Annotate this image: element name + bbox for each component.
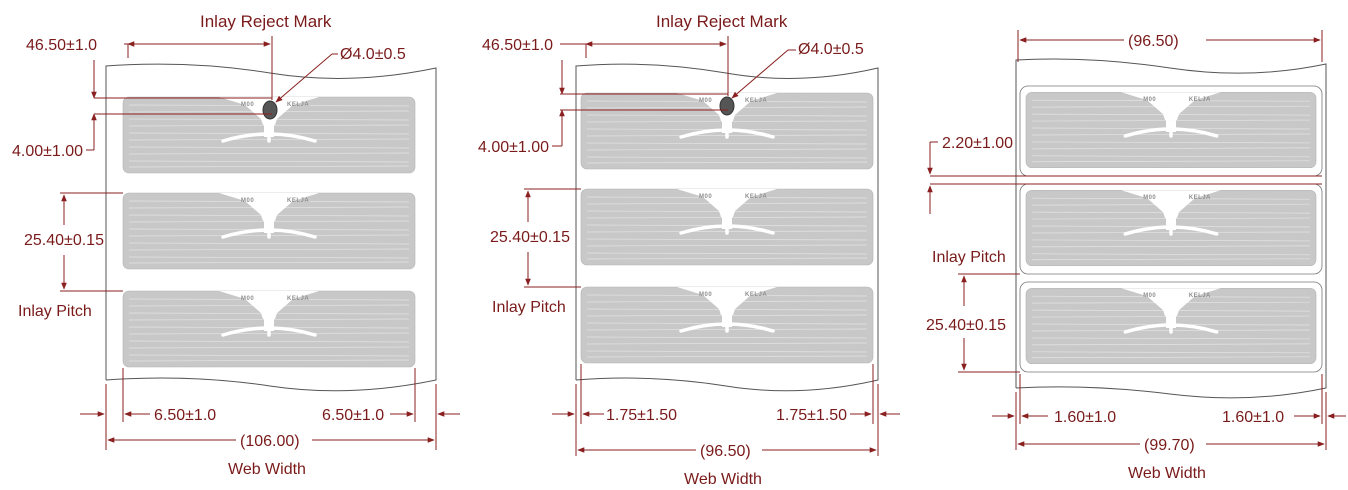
web-outline [1015,58,1327,399]
web-width-label: Web Width [1128,465,1206,482]
web-width-label: Web Width [228,461,306,478]
diagram-middle: Inlay Reject Mark 46.50±1.0 Ø4.0±0.5 4.0… [478,12,900,488]
reject-mark [719,96,735,116]
side-left-label: 1.75±1.50 [606,407,677,424]
side-right-label: 1.60±1.0 [1222,409,1284,426]
inlay-3 [121,289,417,369]
web-width-value: (106.00) [240,433,300,450]
side-right-label: 6.50±1.0 [322,407,384,424]
pitch-label: Inlay Pitch [932,249,1006,266]
web-outline [575,63,879,392]
mark-diameter-label: Ø4.0±0.5 [340,46,406,63]
side-left-label: 1.60±1.0 [1054,409,1116,426]
label-width-value: (96.50) [1128,33,1179,50]
reject-offset-label: 46.50±1.0 [482,37,553,54]
label-3 [1019,281,1323,373]
pitch-label: Inlay Pitch [18,303,92,320]
side-right-label: 1.75±1.50 [776,407,847,424]
label-gap-value: 2.20±1.00 [942,135,1013,152]
mark-diameter-label: Ø4.0±0.5 [798,41,864,58]
inlay-3 [1024,286,1318,366]
mark-gap-label: 4.00±1.00 [12,143,83,160]
inlay-2 [1024,188,1318,268]
web-width-label: Web Width [684,471,762,488]
pitch-value-label: 25.40±0.15 [926,317,1006,334]
inlay-1 [1024,90,1318,170]
side-left-label: 6.50±1.0 [154,407,216,424]
pitch-label: Inlay Pitch [492,299,566,316]
reject-mark-title: Inlay Reject Mark [656,12,788,31]
inlay-3 [579,285,875,365]
mark-gap-label: 4.00±1.00 [478,139,549,156]
web-width-value: (96.50) [700,443,751,460]
web-width-value: (99.70) [1144,437,1195,454]
diagram-right: (96.50) 2.20±1.00 Inlay Pitch 25.40±0.15… [926,30,1346,482]
pitch-value-label: 25.40±0.15 [24,232,104,249]
web-outline [105,63,437,392]
inlay-2 [121,191,417,271]
reject-offset-label: 46.50±1.0 [26,37,97,54]
reject-mark [262,100,278,120]
pitch-value-label: 25.40±0.15 [490,229,570,246]
inlay-2 [579,187,875,267]
reject-mark-title: Inlay Reject Mark [200,12,332,31]
diagram-left: Inlay Reject Mark 46.50±1.0 Ø4.0±0.5 4.0… [12,12,460,478]
